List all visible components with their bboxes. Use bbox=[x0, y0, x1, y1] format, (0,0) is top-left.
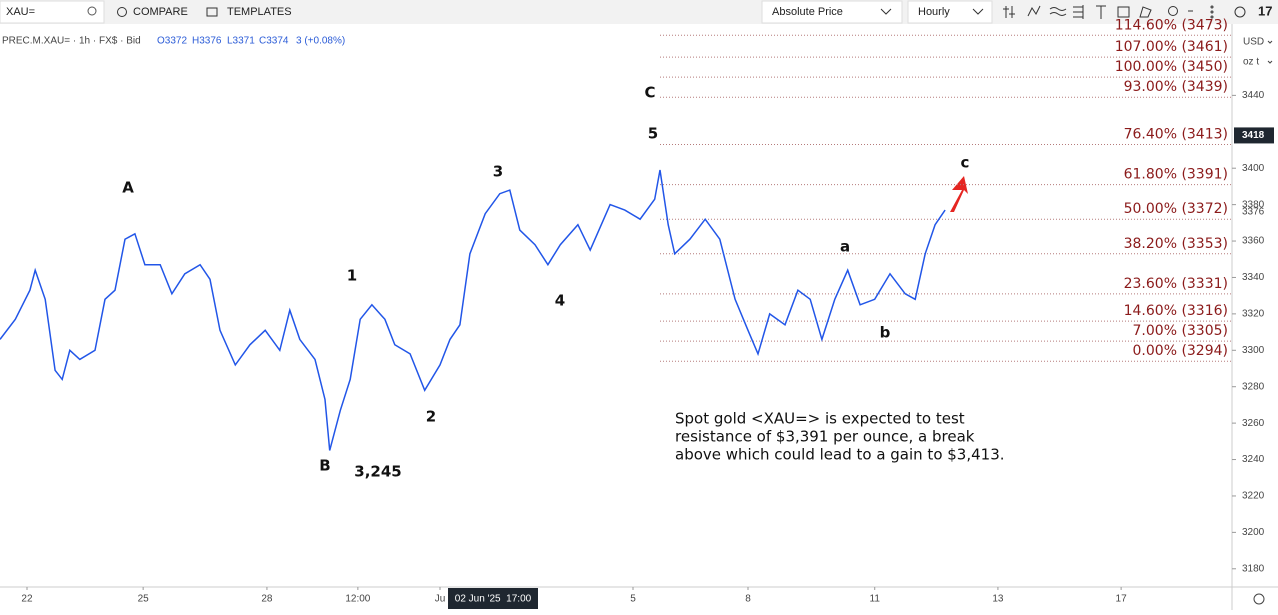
x-tick-label: Ju bbox=[435, 594, 446, 605]
price-tag: 3418 bbox=[1242, 130, 1265, 141]
fib-label: 50.00% (3372) bbox=[1124, 201, 1228, 217]
x-tick-label: 11 bbox=[870, 594, 881, 605]
fib-label: 93.00% (3439) bbox=[1124, 79, 1228, 95]
fib-label: 114.60% (3473) bbox=[1115, 17, 1228, 33]
legend-instrument: PREC.M.XAU= · 1h · FX$ · Bid bbox=[2, 36, 141, 47]
compare-icon[interactable] bbox=[117, 7, 127, 17]
y-tick-label: 3380 bbox=[1242, 199, 1265, 210]
fib-label: 14.60% (3316) bbox=[1124, 303, 1228, 319]
target-arrow bbox=[950, 176, 968, 212]
search-icon[interactable] bbox=[87, 6, 97, 16]
wave-label: A bbox=[122, 179, 134, 197]
fib-label: 7.00% (3305) bbox=[1133, 323, 1228, 339]
fib-label: 107.00% (3461) bbox=[1115, 39, 1228, 55]
tool-icons[interactable] bbox=[1003, 5, 1246, 19]
note-line: above which could lead to a gain to $3,4… bbox=[675, 446, 1005, 464]
templates-button[interactable]: TEMPLATES bbox=[227, 6, 292, 18]
wave-label: C bbox=[644, 84, 655, 102]
y-tick-label: 3300 bbox=[1242, 345, 1265, 356]
crosshair-label: 02 Jun '25 17:00 bbox=[455, 594, 532, 605]
note-line: Spot gold <XAU=> is expected to test bbox=[675, 410, 965, 428]
symbol-input[interactable]: XAU= bbox=[6, 6, 35, 18]
note-line: resistance of $3,391 per ounce, a break bbox=[675, 428, 975, 446]
legend-close: C3374 bbox=[259, 36, 289, 47]
price-mode-box[interactable] bbox=[761, 0, 903, 24]
fib-label: 23.60% (3331) bbox=[1124, 276, 1228, 292]
y-tick-label: 3240 bbox=[1242, 454, 1265, 465]
compare-button[interactable]: COMPARE bbox=[133, 6, 188, 18]
currency-select[interactable]: USD bbox=[1243, 37, 1264, 48]
wave-label: c bbox=[961, 154, 970, 172]
y-tick-label: 3180 bbox=[1242, 563, 1265, 574]
wave-label: 2 bbox=[426, 408, 436, 426]
wave-label: 5 bbox=[648, 125, 658, 143]
y-tick-label: 3440 bbox=[1242, 90, 1265, 101]
y-tick-label: 3200 bbox=[1242, 527, 1265, 538]
wave-label: a bbox=[840, 238, 850, 256]
wave-label: 3,245 bbox=[354, 463, 401, 481]
settings-icon[interactable] bbox=[1253, 593, 1265, 605]
last-price: 3376 bbox=[1242, 207, 1265, 218]
y-tick-label: 3280 bbox=[1242, 381, 1265, 392]
crosshair-label-box bbox=[448, 588, 538, 609]
fib-label: 0.00% (3294) bbox=[1133, 343, 1228, 359]
price-mode-select[interactable]: Absolute Price bbox=[772, 6, 843, 18]
interval-select[interactable]: Hourly bbox=[918, 6, 950, 18]
legend-low: L3371 bbox=[227, 36, 255, 47]
y-tick-label: 3400 bbox=[1242, 163, 1265, 174]
dropdown-arrow bbox=[1267, 40, 1273, 64]
fib-label: 38.20% (3353) bbox=[1124, 236, 1228, 252]
wave-label: 3 bbox=[493, 163, 503, 181]
wave-label: 1 bbox=[347, 267, 357, 285]
wave-label: B bbox=[319, 457, 330, 475]
y-tick-label: 3360 bbox=[1242, 236, 1265, 247]
dropdown-arrow bbox=[972, 8, 984, 15]
price-tag-box bbox=[1234, 127, 1274, 144]
x-tick-label: 28 bbox=[261, 594, 273, 605]
price-line bbox=[0, 169, 946, 451]
y-tick-label: 3220 bbox=[1242, 491, 1265, 502]
fib-label: 100.00% (3450) bbox=[1115, 59, 1228, 75]
unit-select[interactable]: oz t bbox=[1243, 57, 1259, 68]
legend-change: 3 (+0.08%) bbox=[296, 36, 345, 47]
x-tick-label: 13 bbox=[992, 594, 1004, 605]
legend-open: O3372 bbox=[157, 36, 187, 47]
toolbar bbox=[0, 0, 1278, 24]
logo: 17 bbox=[1258, 3, 1272, 18]
x-tick-label: 22 bbox=[21, 594, 33, 605]
interval-box[interactable] bbox=[907, 0, 993, 24]
fib-label: 76.40% (3413) bbox=[1124, 127, 1228, 143]
x-tick-label: 8 bbox=[745, 594, 751, 605]
x-tick-label: 5 bbox=[630, 594, 636, 605]
x-tick-label: 17 bbox=[1116, 594, 1128, 605]
wave-label: 4 bbox=[555, 292, 565, 310]
y-tick-label: 3340 bbox=[1242, 272, 1265, 283]
y-tick-label: 3260 bbox=[1242, 418, 1265, 429]
y-tick-label: 3320 bbox=[1242, 309, 1265, 320]
dropdown-arrow bbox=[880, 8, 892, 15]
symbol-box[interactable] bbox=[0, 0, 105, 24]
legend-high: H3376 bbox=[192, 36, 222, 47]
wave-label: b bbox=[880, 324, 891, 342]
templates-icon[interactable] bbox=[206, 7, 218, 17]
fib-label: 61.80% (3391) bbox=[1124, 167, 1228, 183]
x-tick-label: 12:00 bbox=[345, 594, 370, 605]
x-tick-label: 25 bbox=[138, 594, 150, 605]
